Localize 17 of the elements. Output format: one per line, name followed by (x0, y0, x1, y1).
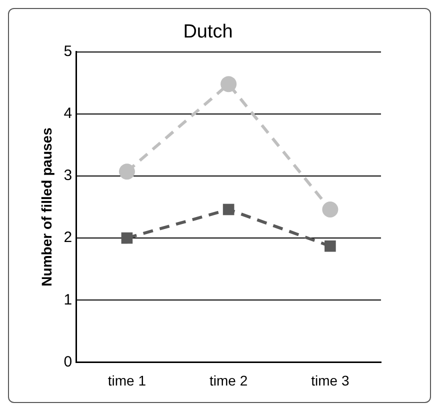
point (322, 201, 338, 218)
point (222, 204, 234, 216)
chart-title: Dutch (183, 22, 233, 43)
y-tick-label: 5 (64, 42, 72, 60)
point (118, 164, 135, 180)
y-tick-label: 2 (64, 229, 72, 246)
x-tick-label: time 3 (311, 372, 350, 388)
y-tick-label: 0 (64, 353, 72, 370)
point (220, 76, 237, 92)
y-axis-title: Number of filled pauses (38, 127, 54, 286)
x-tick-label: time 2 (210, 372, 248, 388)
y-tick-label: 4 (64, 105, 72, 122)
x-tick-label: time 1 (108, 372, 146, 388)
y-tick-label: 3 (64, 167, 72, 184)
point (324, 240, 336, 252)
point (121, 232, 133, 244)
y-tick-label: 1 (64, 291, 72, 308)
